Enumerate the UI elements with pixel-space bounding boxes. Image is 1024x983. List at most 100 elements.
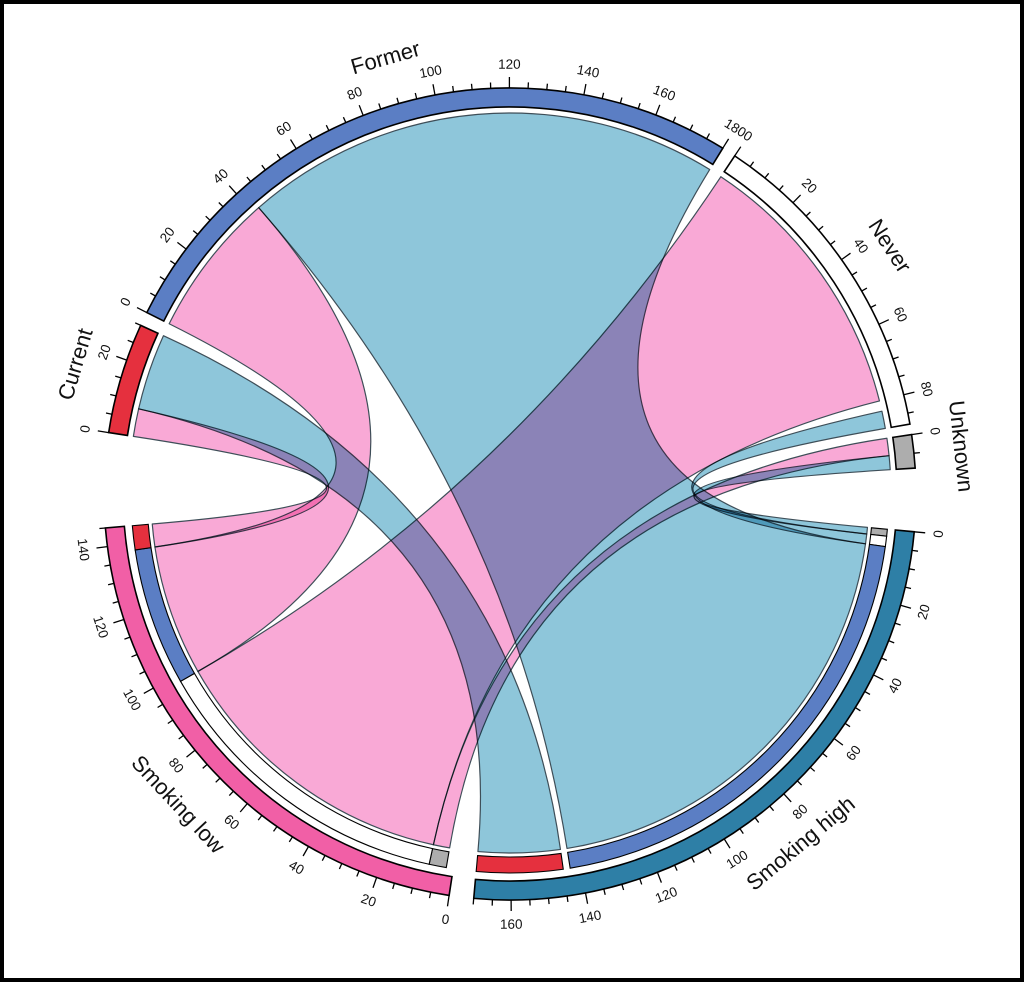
tick-smoking_low-75 bbox=[203, 764, 208, 768]
tick-smoking_low-50 bbox=[274, 827, 278, 832]
tick-smoking_high-50 bbox=[855, 708, 860, 711]
tick-smoking_low-35 bbox=[322, 855, 325, 860]
tick-smoking_high-30 bbox=[889, 641, 895, 643]
tick-never-55 bbox=[871, 305, 876, 308]
tick-label-former-40: 40 bbox=[210, 166, 231, 187]
tick-smoking_high-0 bbox=[914, 532, 925, 533]
tick-label-smoking_high-140: 140 bbox=[578, 907, 603, 926]
target-mark-smoking_low-current bbox=[132, 524, 151, 550]
tick-smoking_low-20 bbox=[373, 878, 377, 888]
tick-smoking_low-120 bbox=[113, 620, 124, 623]
tick-label-smoking_low-0: 0 bbox=[441, 911, 451, 927]
tick-smoking_high-170 bbox=[473, 898, 474, 904]
sector-label-unknown: Unknown bbox=[944, 399, 978, 493]
tick-smoking_low-145 bbox=[99, 528, 105, 529]
tick-label-former-0: 0 bbox=[117, 295, 134, 308]
tick-smoking_high-15 bbox=[905, 587, 911, 588]
tick-smoking_high-105 bbox=[708, 848, 711, 853]
tick-smoking_high-115 bbox=[675, 865, 678, 871]
tick-never-15 bbox=[779, 186, 783, 191]
tick-never-65 bbox=[886, 339, 892, 341]
tick-former-140 bbox=[584, 84, 586, 95]
tick-smoking_high-135 bbox=[604, 889, 605, 895]
tick-former-145 bbox=[602, 93, 603, 99]
tick-former-0 bbox=[137, 308, 147, 313]
sector-ring-unknown bbox=[893, 435, 915, 470]
tick-label-former-60: 60 bbox=[273, 118, 294, 139]
tick-never-30 bbox=[819, 226, 824, 230]
tick-label-smoking_low-100: 100 bbox=[120, 686, 144, 713]
tick-unknown-0 bbox=[912, 433, 923, 435]
tick-former-15 bbox=[170, 261, 175, 264]
tick-smoking_high-100 bbox=[724, 839, 730, 848]
tick-smoking_high-10 bbox=[909, 569, 915, 570]
tick-smoking_low-140 bbox=[97, 547, 108, 548]
tick-former-80 bbox=[359, 105, 363, 115]
tick-smoking_high-150 bbox=[549, 898, 550, 904]
tick-label-smoking_high-20: 20 bbox=[914, 603, 933, 622]
tick-never-60 bbox=[879, 320, 889, 325]
tick-former-75 bbox=[343, 117, 346, 123]
tick-former-45 bbox=[247, 177, 251, 182]
tick-smoking_high-130 bbox=[622, 884, 624, 890]
tick-former-20 bbox=[177, 242, 186, 249]
tick-smoking_low-60 bbox=[240, 804, 247, 812]
sector-label-never: Never bbox=[863, 214, 916, 277]
tick-former-165 bbox=[673, 117, 675, 123]
tick-smoking_low-85 bbox=[179, 735, 184, 739]
tick-never-85 bbox=[908, 412, 914, 413]
tick-smoking_high-25 bbox=[895, 623, 901, 625]
tick-never-80 bbox=[904, 392, 915, 395]
tick-former-10 bbox=[160, 277, 165, 280]
tick-smoking_high-110 bbox=[692, 857, 695, 862]
tick-smoking_low-115 bbox=[124, 637, 130, 639]
tick-smoking_low-65 bbox=[229, 791, 233, 795]
tick-never-0 bbox=[735, 147, 741, 156]
tick-never-45 bbox=[852, 272, 857, 275]
tick-label-never-40: 40 bbox=[850, 235, 871, 256]
tick-unknown-5 bbox=[914, 453, 920, 454]
tick-smoking_high-125 bbox=[640, 879, 642, 885]
sector-label-current: Current bbox=[53, 325, 98, 402]
tick-label-smoking_high-40: 40 bbox=[885, 676, 905, 696]
tick-label-current-20: 20 bbox=[95, 343, 114, 362]
tick-former-135 bbox=[565, 86, 566, 92]
tick-smoking_low-15 bbox=[393, 883, 395, 889]
tick-former-150 bbox=[620, 98, 622, 104]
tick-former-60 bbox=[291, 140, 297, 149]
tick-former-50 bbox=[262, 165, 266, 170]
tick-never-20 bbox=[793, 195, 801, 203]
tick-smoking_low-135 bbox=[104, 565, 110, 566]
tick-label-smoking_high-120: 120 bbox=[653, 884, 679, 906]
tick-never-70 bbox=[893, 357, 899, 359]
tick-label-never-60: 60 bbox=[891, 304, 911, 324]
tick-label-smoking_low-20: 20 bbox=[359, 891, 378, 910]
tick-smoking_high-35 bbox=[881, 658, 887, 660]
tick-former-155 bbox=[638, 103, 640, 109]
tick-label-smoking_high-100: 100 bbox=[723, 847, 750, 872]
tick-smoking_low-90 bbox=[168, 720, 173, 723]
tick-label-former-140: 140 bbox=[576, 62, 601, 81]
tick-smoking_low-5 bbox=[430, 892, 431, 898]
tick-smoking_low-40 bbox=[303, 847, 308, 857]
tick-label-never-80: 80 bbox=[918, 380, 936, 398]
tick-label-smoking_low-120: 120 bbox=[90, 614, 111, 640]
tick-former-40 bbox=[229, 186, 236, 194]
tick-label-former-100: 100 bbox=[418, 62, 443, 81]
tick-label-smoking_low-60: 60 bbox=[221, 811, 242, 832]
tick-current-0 bbox=[98, 431, 109, 433]
tick-smoking_high-45 bbox=[865, 692, 870, 695]
tick-smoking_high-20 bbox=[901, 605, 912, 608]
tick-former-30 bbox=[206, 216, 210, 220]
tick-smoking_low-70 bbox=[216, 778, 220, 782]
tick-current-25 bbox=[128, 340, 134, 342]
tick-former-180 bbox=[723, 139, 729, 148]
tick-never-50 bbox=[862, 288, 867, 291]
tick-former-55 bbox=[277, 154, 280, 159]
tick-current-15 bbox=[115, 376, 121, 378]
tick-smoking_high-95 bbox=[740, 829, 743, 834]
tick-smoking_high-75 bbox=[797, 781, 801, 785]
tick-former-170 bbox=[690, 125, 693, 130]
tick-label-former-160: 160 bbox=[651, 82, 677, 104]
tick-label-smoking_high-80: 80 bbox=[790, 801, 811, 822]
